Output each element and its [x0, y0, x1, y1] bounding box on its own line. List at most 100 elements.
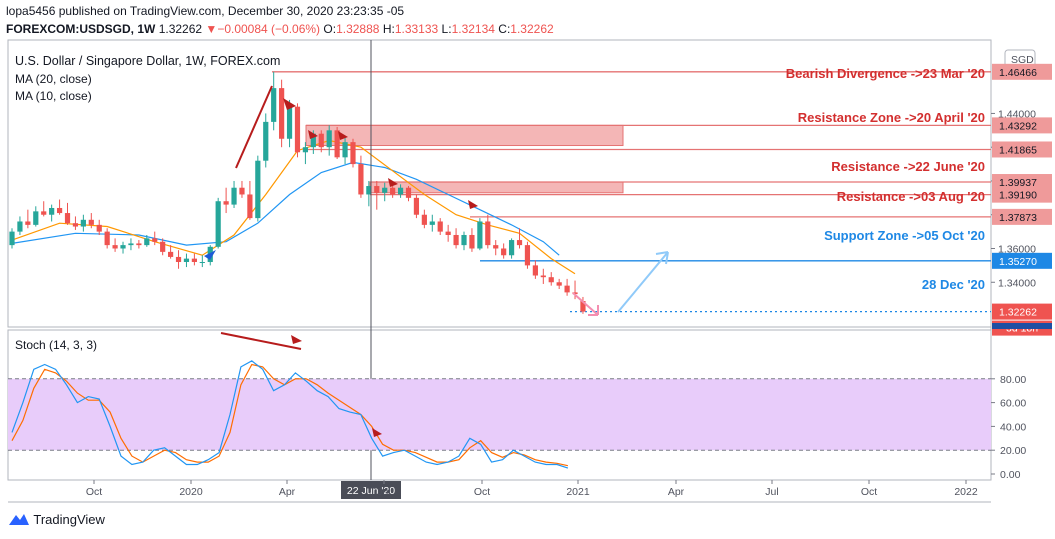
- candle-body: [72, 223, 79, 227]
- candle-body: [485, 221, 491, 246]
- price-label-box-6: [992, 252, 1052, 269]
- candle-body: [397, 187, 404, 195]
- chart-title: U.S. Dollar / Singapore Dollar, 1W, FORE…: [15, 54, 281, 68]
- symbol: FOREXCOM:USDSGD, 1W: [6, 22, 156, 36]
- time-tick-label: Apr: [279, 486, 296, 498]
- candle-body: [556, 282, 562, 286]
- level-annotation-0: Bearish Divergence ->23 Mar '20: [786, 66, 985, 81]
- divergence-line-stoch: [220, 332, 302, 350]
- open-value: 1.32888: [336, 22, 380, 36]
- candle-body: [191, 258, 197, 263]
- candle-body: [64, 213, 71, 224]
- candle-body: [405, 187, 412, 198]
- crosshair-date-label: 22 Jun '20: [347, 485, 395, 497]
- candle-body: [548, 277, 554, 283]
- candle-body: [96, 224, 102, 232]
- candle-body: [33, 211, 39, 225]
- high-value: 1.33133: [394, 22, 439, 36]
- legend-stoch[interactable]: Stoch (14, 3, 3): [15, 338, 98, 352]
- candle-body: [310, 133, 316, 148]
- candle-body: [215, 201, 221, 247]
- candle-body: [516, 240, 523, 246]
- projection-up-arrow: [617, 251, 669, 313]
- stoch-d-line: [11, 363, 569, 467]
- candle-body: [540, 275, 546, 278]
- candle-body: [120, 245, 126, 249]
- candle-body: [168, 251, 174, 257]
- candle-body: [136, 243, 142, 246]
- ma10-line: [11, 139, 576, 275]
- crosshair-date-box: [341, 481, 401, 499]
- candle-body: [342, 142, 348, 158]
- candle-body: [231, 187, 237, 205]
- candle-body: [461, 234, 467, 246]
- candle-body: [366, 186, 372, 195]
- low-label: L:: [441, 22, 452, 36]
- candle-body: [508, 240, 515, 256]
- candle-body: [350, 142, 356, 165]
- candle-body: [183, 258, 190, 263]
- level-annotation-7: 28 Dec '20: [922, 277, 985, 292]
- candle-body: [175, 256, 182, 263]
- candle-body: [421, 214, 427, 225]
- candle-body: [80, 219, 86, 227]
- currency-badge-label: SGD: [1011, 54, 1034, 66]
- stoch-tick-label: 0.00: [1000, 469, 1021, 481]
- candle-body: [223, 201, 229, 205]
- publisher-line: lopa5456 published on TradingView.com, D…: [6, 4, 405, 18]
- close-value: 1.32262: [510, 22, 554, 36]
- change-down-icon: ▼: [205, 22, 218, 36]
- stoch-tick-label: 20.00: [1000, 445, 1026, 457]
- footer-brand-text: TradingView: [33, 512, 105, 527]
- candle-body: [501, 248, 507, 256]
- legend-ma20[interactable]: MA (20, close): [15, 72, 92, 86]
- time-tick-label: 2021: [566, 486, 590, 498]
- candle-body: [477, 221, 483, 249]
- sell-arrow-icon: [308, 130, 318, 139]
- candle-body: [524, 245, 531, 266]
- time-tick-label: Jul: [377, 486, 390, 498]
- sell-arrow-icon: [372, 428, 382, 437]
- price-label-7: 1.32262: [999, 307, 1037, 319]
- candle-body: [318, 133, 324, 148]
- candle-body: [469, 234, 475, 249]
- sell-arrow-icon: [338, 131, 348, 140]
- price-label-2: 1.41865: [999, 144, 1037, 156]
- projection-down-arrow: [572, 292, 599, 316]
- stoch-k-line: [11, 360, 569, 469]
- time-tick-label: Oct: [86, 486, 102, 498]
- candle-body: [302, 147, 309, 153]
- time-tick-label: 2022: [954, 486, 978, 498]
- candle-body: [453, 234, 459, 246]
- candle-body: [334, 130, 340, 158]
- ma20-line: [11, 161, 560, 256]
- hidden-label-box: [992, 323, 1052, 329]
- candle-body: [88, 219, 94, 225]
- candle-body: [294, 106, 301, 153]
- time-tick-label: Apr: [668, 486, 685, 498]
- candle-body: [532, 265, 538, 276]
- symbol-ohlc-line: FOREXCOM:USDSGD, 1W 1.32262 ▼−0.00084 (−…: [6, 22, 554, 36]
- candle-body: [239, 187, 245, 195]
- candle-body: [358, 164, 364, 195]
- time-tick-label: Jul: [765, 486, 778, 498]
- open-label: O:: [323, 22, 337, 36]
- sell-arrow-icon: [291, 335, 302, 344]
- candle-body: [152, 238, 158, 242]
- candle-body: [104, 231, 110, 246]
- candle-body: [17, 221, 23, 232]
- candle-body: [144, 238, 150, 246]
- buy-arrow-icon: [204, 250, 216, 260]
- price-tick-label: 1.36000: [998, 243, 1036, 255]
- legend-ma10[interactable]: MA (10, close): [15, 89, 92, 103]
- price-label-box-4: [992, 186, 1052, 203]
- price-label-box-7: [992, 303, 1052, 320]
- candle-body: [413, 197, 420, 215]
- candle-body: [437, 221, 443, 232]
- low-value: 1.32134: [451, 22, 495, 36]
- stoch-band: [8, 378, 991, 451]
- price-label-5: 1.37873: [999, 212, 1037, 224]
- price-label-6: 1.35270: [999, 256, 1037, 268]
- footer-brand[interactable]: TradingView: [8, 512, 105, 527]
